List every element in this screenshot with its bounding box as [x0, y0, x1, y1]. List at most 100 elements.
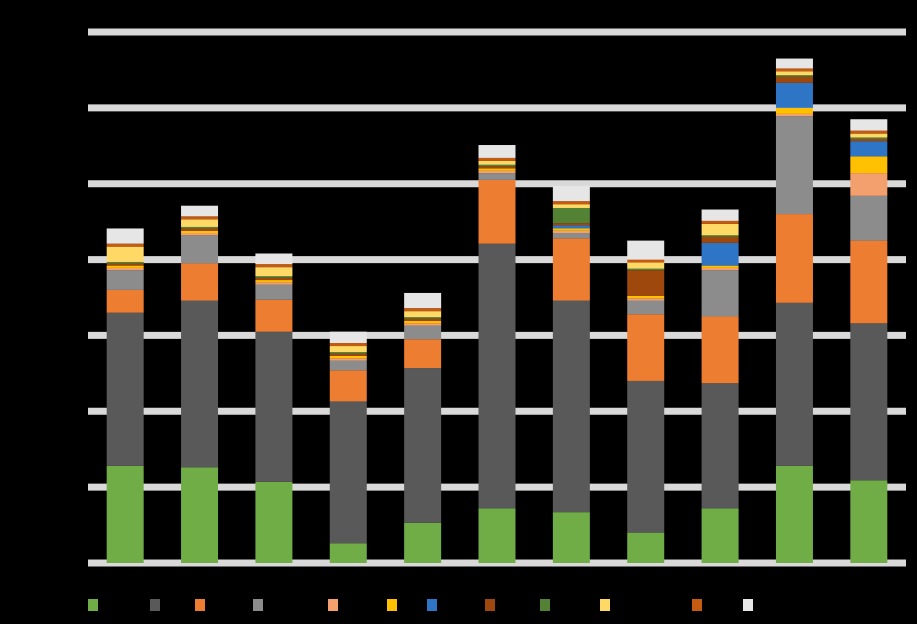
bar-segment	[627, 262, 665, 269]
bar-segment	[850, 133, 888, 138]
bar-segment	[701, 270, 739, 317]
bar-segment	[850, 156, 888, 174]
bar-segment	[850, 141, 888, 157]
bar-segment	[775, 75, 813, 77]
bar-segment	[701, 236, 739, 243]
bar-segment	[329, 355, 367, 359]
bar-segment	[106, 267, 144, 271]
bar-segment	[552, 238, 590, 301]
legend-swatch	[540, 599, 550, 611]
legend-swatch	[427, 599, 437, 611]
bar-segment	[181, 233, 219, 236]
bar-segment	[404, 339, 442, 369]
bar-segment	[552, 225, 590, 229]
bar-segment	[106, 228, 144, 244]
bar-segment	[181, 219, 219, 227]
bar-segment	[627, 268, 665, 271]
bar-segment	[627, 314, 665, 381]
bar-segment	[775, 214, 813, 303]
legend-swatch	[328, 599, 338, 611]
bar-segment	[478, 145, 516, 158]
bar-segment	[478, 508, 516, 563]
bar-segment	[552, 201, 590, 205]
bar-segment	[255, 331, 293, 482]
bar-segment	[404, 321, 442, 324]
bar-segment	[478, 160, 516, 165]
bar-segment	[255, 277, 293, 281]
bar-segment	[552, 228, 590, 231]
legend-swatch	[743, 599, 753, 611]
bar-segment	[775, 68, 813, 72]
bar-segment	[552, 204, 590, 208]
bar-segment	[478, 243, 516, 509]
bar-segment	[106, 265, 144, 268]
bar-segment	[404, 522, 442, 563]
legend-swatch	[88, 599, 98, 611]
bar-segment	[181, 216, 219, 220]
bar-segment	[850, 240, 888, 324]
bar-segment	[478, 166, 516, 169]
bar-segment	[181, 300, 219, 468]
bar-segment	[627, 298, 665, 301]
bar-segment	[701, 316, 739, 384]
bar-segment	[329, 343, 367, 347]
bar-segment	[181, 228, 219, 231]
bar-segment	[404, 317, 442, 319]
bar-segment	[329, 353, 367, 356]
bar-segment	[181, 235, 219, 264]
bar-segment	[701, 242, 739, 266]
bar-segment	[329, 331, 367, 344]
legend-swatch	[692, 599, 702, 611]
legend-swatch	[150, 599, 160, 611]
bar-segment	[404, 323, 442, 326]
bar-segment	[329, 401, 367, 544]
bar-segment	[106, 263, 144, 266]
bar-segment	[329, 346, 367, 353]
bar-segment	[329, 543, 367, 563]
bar-segment	[775, 302, 813, 466]
bar-segment	[329, 352, 367, 354]
bar-segment	[701, 235, 739, 237]
bar-segment	[106, 289, 144, 313]
bar-segment	[701, 209, 739, 221]
bar-segment	[775, 113, 813, 117]
bar-segment	[627, 240, 665, 260]
bar-segment	[404, 311, 442, 318]
bar-segment	[775, 116, 813, 215]
bar-segment	[552, 207, 590, 224]
bar-segment	[552, 512, 590, 563]
bar-segment	[775, 58, 813, 69]
bar-segment	[255, 284, 293, 300]
bar-segment	[850, 130, 888, 134]
bar-segment	[478, 170, 516, 174]
bar-segment	[181, 230, 219, 234]
bar-segment	[329, 370, 367, 402]
bar-segment	[255, 276, 293, 278]
bar-segment	[627, 295, 665, 299]
bar-segment	[701, 383, 739, 509]
bar-segment	[775, 107, 813, 114]
bar-segment	[552, 185, 590, 202]
bar-segment	[775, 465, 813, 563]
bar-segment	[850, 119, 888, 131]
bar-segment	[627, 270, 665, 296]
bar-segment	[255, 282, 293, 285]
bar-segment	[775, 71, 813, 76]
bar-segment	[255, 280, 293, 283]
bar-segment	[106, 465, 144, 563]
bar-segment	[775, 82, 813, 108]
bar-segment	[627, 259, 665, 263]
bar-segment	[404, 308, 442, 312]
legend-swatch	[600, 599, 610, 611]
bar-segment	[552, 230, 590, 234]
bar-segment	[106, 312, 144, 466]
bar-segment	[478, 157, 516, 161]
bar-segment	[627, 300, 665, 315]
bar-segment	[106, 243, 144, 247]
bar-segment	[775, 76, 813, 83]
bar-segment	[181, 226, 219, 229]
bar-segment	[850, 480, 888, 563]
bar-segment	[850, 137, 888, 139]
bar-segment	[404, 292, 442, 309]
bar-segment	[552, 233, 590, 239]
